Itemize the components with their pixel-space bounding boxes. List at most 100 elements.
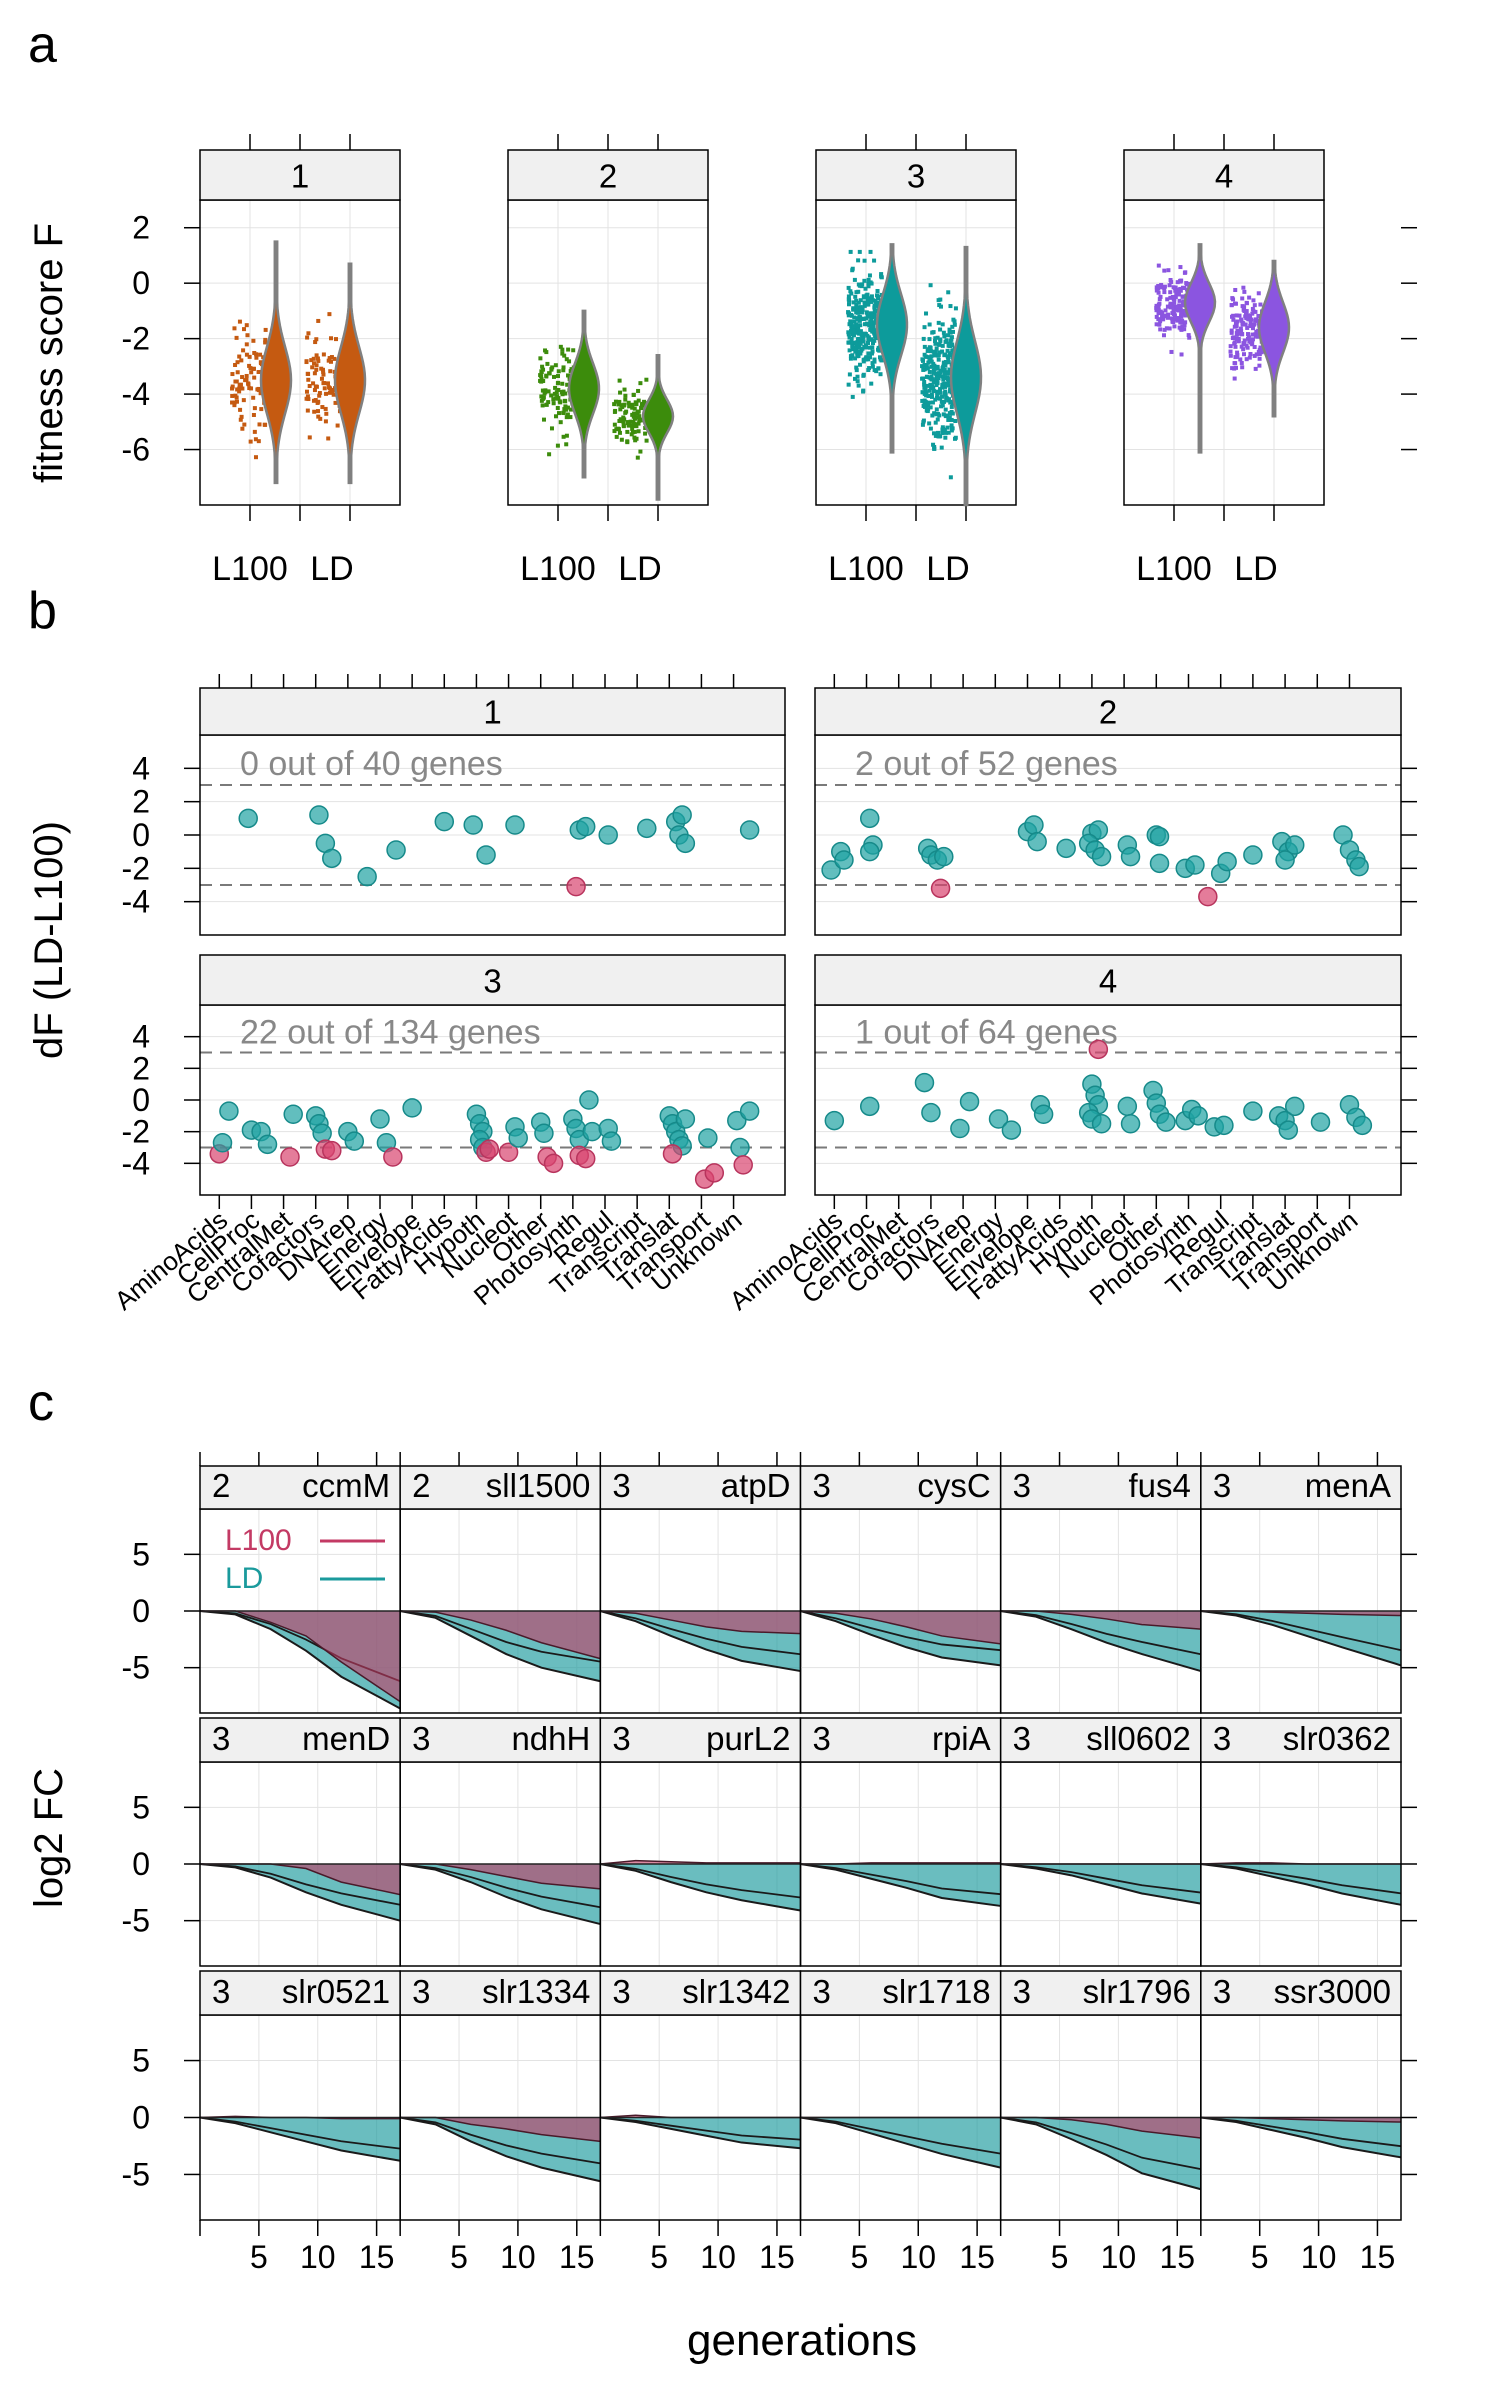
panel-a-point <box>868 280 873 285</box>
panel-c-ld-area-line <box>400 1863 601 1926</box>
panel-b-point <box>1214 1115 1234 1136</box>
panel-a-facet-3: L100 LD <box>815 134 1017 588</box>
panel-a-point <box>1234 337 1239 342</box>
panel-b-ytick-label: 4 <box>132 750 150 786</box>
panel-a-facet-3-strip <box>815 149 1017 201</box>
panel-a-point <box>932 389 937 394</box>
panel-a-point <box>942 381 947 386</box>
panel-a-point <box>877 355 882 360</box>
panel-a-point <box>851 333 856 338</box>
panel-a-point <box>329 336 334 341</box>
panel-b-point <box>637 818 657 839</box>
panel-c-facet-menA: 3 menA <box>1200 1452 1402 1714</box>
panel-a-point <box>252 429 257 434</box>
panel-a-point <box>940 425 945 430</box>
panel-a-point <box>556 387 561 392</box>
panel-a-point <box>557 399 562 404</box>
panel-a-category-label: LD <box>310 550 353 588</box>
panel-a-point <box>1172 300 1177 305</box>
panel-a-point <box>312 409 317 414</box>
panel-a-point <box>568 407 573 412</box>
panel-a-point <box>621 419 626 424</box>
panel-b-point <box>498 1142 519 1162</box>
panel-c-ylabel: log2 FC <box>27 1768 71 1908</box>
panel-c-l100-area <box>400 1864 601 1889</box>
panel-a-point <box>866 351 871 356</box>
panel-b-facet-1-strip <box>199 687 786 736</box>
panel-a-point <box>256 439 261 444</box>
panel-a-point <box>251 366 256 371</box>
panel-a-point <box>953 418 958 423</box>
panel-a-point <box>1240 365 1245 370</box>
panel-a-point <box>943 407 948 412</box>
panel-label-c: c <box>28 1374 54 1432</box>
panel-a-point <box>922 344 927 349</box>
panel-a-point <box>612 409 617 414</box>
panel-a-point <box>922 363 927 368</box>
panel-c-strip-gene: ssr3000 <box>1274 1973 1391 2010</box>
panel-a-point <box>251 395 256 400</box>
panel-a-point <box>921 420 926 425</box>
panel-a-point <box>932 363 937 368</box>
panel-a-point <box>1165 315 1170 320</box>
panel-a-point <box>329 388 334 393</box>
panel-a-point <box>867 345 872 350</box>
panel-a-point <box>1250 337 1255 342</box>
panel-a-point <box>612 402 617 407</box>
panel-a-point <box>936 298 941 303</box>
panel-a-point <box>627 404 632 409</box>
panel-a-point <box>934 375 939 380</box>
panel-a-point <box>1248 351 1253 356</box>
panel-a-point <box>540 403 545 408</box>
panel-a-point <box>544 350 549 355</box>
panel-a-point <box>1235 328 1240 333</box>
panel-a-point <box>864 322 869 327</box>
panel-a-point <box>540 364 545 369</box>
panel-a-category-label: LD <box>1234 550 1277 588</box>
panel-a-point <box>861 316 866 321</box>
panel-b-ytick-label: -4 <box>122 1145 150 1181</box>
panel-a-point <box>1167 326 1172 331</box>
panel-a-point <box>631 392 636 397</box>
panel-a-point <box>1248 340 1253 345</box>
panel-a-point <box>617 399 622 404</box>
panel-a-point <box>947 411 952 416</box>
panel-a-point <box>251 412 256 417</box>
panel-a-violin <box>1257 259 1291 418</box>
panel-a-facet-1-strip <box>199 149 401 201</box>
panel-a-point <box>638 449 643 454</box>
panel-a-point <box>632 406 637 411</box>
panel-a-point <box>312 361 317 366</box>
panel-a-point <box>1157 322 1162 327</box>
panel-a-point <box>946 360 951 365</box>
panel-a-point <box>878 372 883 377</box>
panel-a-point <box>948 304 953 309</box>
panel-a-point <box>853 356 858 361</box>
panel-c-facet-menD: 3 menD <box>199 1717 401 1967</box>
panel-a-point <box>622 402 627 407</box>
panel-c-strip-gene: atpD <box>721 1467 791 1504</box>
panel-a-point <box>1175 316 1180 321</box>
panel-a-point <box>852 319 857 324</box>
panel-a-point <box>940 343 945 348</box>
panel-a-point <box>875 288 880 293</box>
panel-a-point <box>945 383 950 388</box>
panel-a-point <box>948 475 953 480</box>
panel-a-point <box>321 372 326 377</box>
panel-a-point <box>850 394 855 399</box>
panel-a-point <box>866 300 871 305</box>
panel-a-point <box>307 384 312 389</box>
panel-b-point <box>662 1144 683 1164</box>
panel-c-ld-area-line <box>600 2116 801 2150</box>
panel-a-point <box>1158 294 1163 299</box>
panel-a-point <box>937 373 942 378</box>
panel-c-facet-slr0362: 3 slr0362 <box>1200 1717 1402 1967</box>
panel-a-point <box>952 322 957 327</box>
panel-a-point <box>869 294 874 299</box>
panel-a-point <box>247 363 252 368</box>
panel-a-point <box>851 324 856 329</box>
panel-a-point <box>1245 325 1250 330</box>
panel-c-ytick-label: 0 <box>132 2100 150 2136</box>
panel-a-point <box>1184 281 1189 286</box>
panel-a-point <box>1182 323 1187 328</box>
